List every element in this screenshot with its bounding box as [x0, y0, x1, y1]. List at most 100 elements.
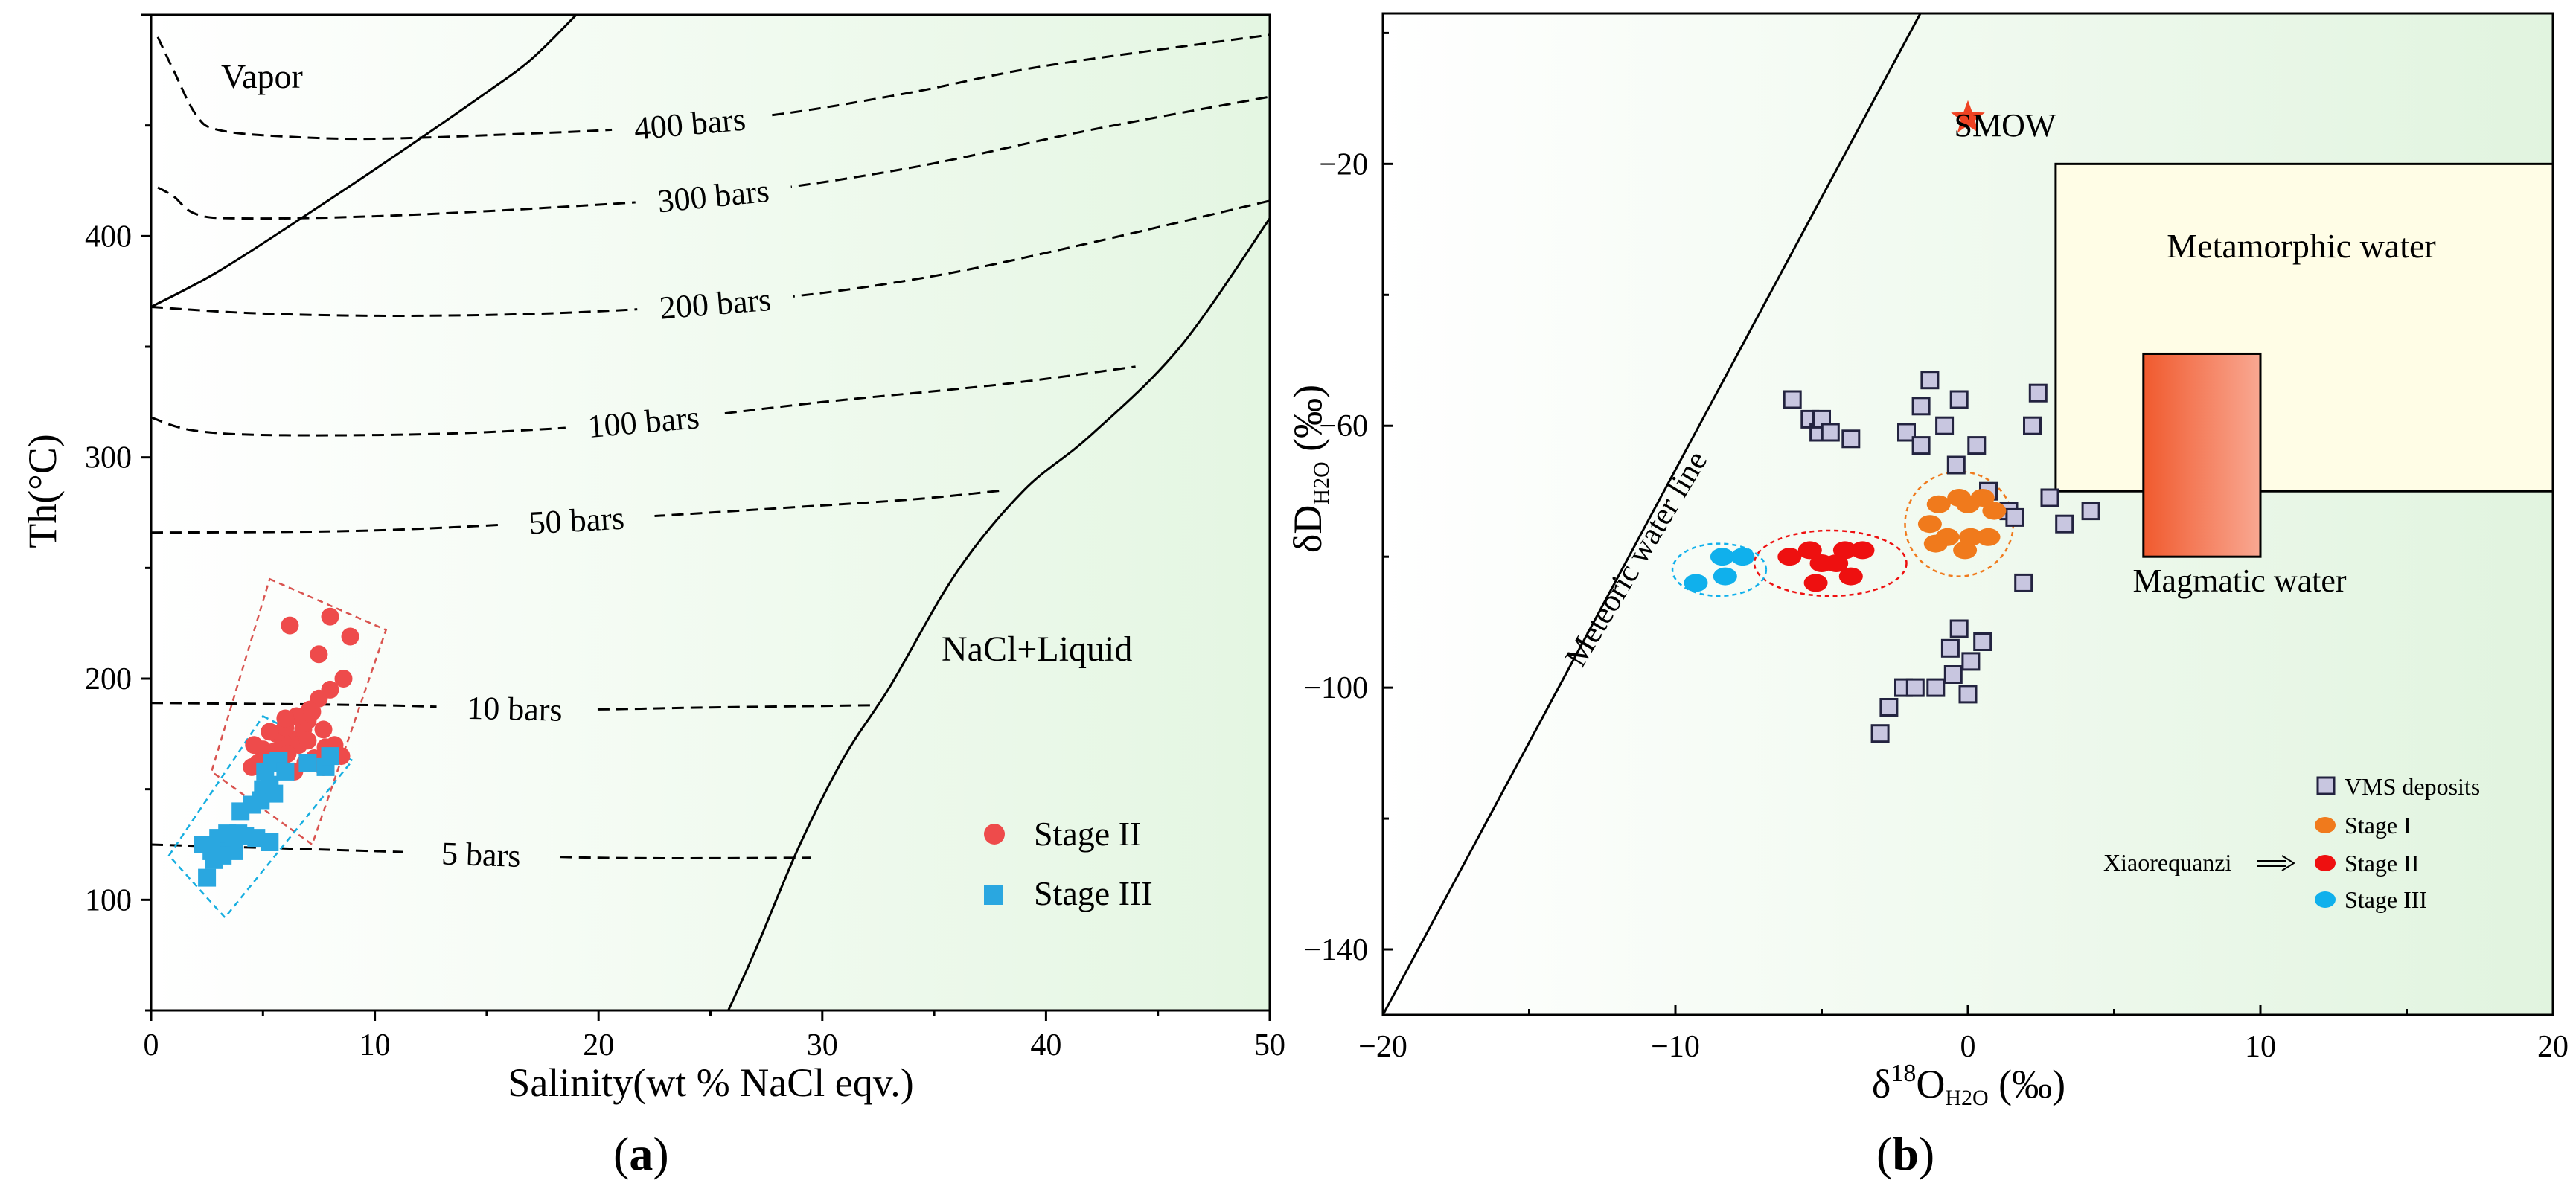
isobar-400-bars — [156, 33, 1270, 141]
legend-b-stage-iii-marker — [2315, 891, 2336, 908]
point-stage-iii — [1710, 548, 1734, 566]
point-stage-i — [1917, 515, 1942, 534]
metamorphic-water-box — [2054, 162, 2553, 493]
legend-a-stage-ii-marker — [984, 824, 1005, 845]
point-vms-deposits — [1911, 397, 1931, 416]
y-axis-label-b-unit: (‰) — [1285, 385, 1330, 452]
point-vms-deposits — [1841, 429, 1861, 449]
panel-a-label: (a) — [613, 1127, 669, 1180]
point-stage-ii — [1777, 548, 1802, 566]
x-tick-label-a: 30 — [807, 1028, 838, 1063]
point-vms-deposits — [1961, 652, 1981, 671]
field-stage-iii — [1671, 542, 1768, 598]
point-stage-iii — [298, 754, 317, 772]
point-stage-ii — [281, 616, 299, 635]
x-tick-label-b: −20 — [1358, 1030, 1407, 1064]
smow-star-icon — [1951, 100, 1985, 133]
point-stage-i — [1926, 495, 1951, 513]
isobar-200-bars-label: 200 bars — [658, 281, 773, 327]
y-axis-label-b-sub: H2O — [1309, 461, 1334, 504]
x-axis-label-b-space — [1989, 1062, 1999, 1106]
magmatic-water-box — [2142, 352, 2262, 558]
point-stage-ii — [1824, 554, 1849, 572]
field-stage-ii — [210, 577, 388, 847]
vapor-label: Vapor — [221, 57, 303, 95]
point-stage-ii — [1797, 541, 1822, 560]
isobar-10-bars-label: 10 bars — [467, 690, 563, 728]
point-stage-iii — [265, 784, 284, 803]
point-vms-deposits — [1949, 390, 1969, 409]
point-vms-deposits — [1940, 638, 1960, 658]
legend-b-group-arrow-icon — [2257, 855, 2295, 871]
x-axis-label-b-prefix: δ — [1872, 1062, 1891, 1106]
x-axis-label-b-sub: H2O — [1945, 1086, 1988, 1110]
legend-b-stage-i-marker — [2315, 817, 2336, 833]
x-axis-label-a: Salinity(wt % NaCl eqv.) — [508, 1060, 913, 1105]
x-tick-label-a: 0 — [144, 1028, 159, 1063]
x-tick-label-a: 20 — [583, 1028, 614, 1063]
point-vms-deposits — [1958, 685, 1978, 704]
point-vms-deposits — [1935, 416, 1955, 435]
legend-a-stage-iii-label: Stage III — [1034, 874, 1153, 912]
y-tick-label-b: −60 — [1319, 409, 1368, 443]
isobar-200-bars — [151, 199, 1270, 317]
x-axis-label-b-sup: 18 — [1891, 1060, 1916, 1087]
point-vms-deposits — [2005, 507, 2024, 527]
point-stage-iii — [198, 868, 217, 887]
point-vms-deposits — [2014, 573, 2033, 592]
legend-b: VMS deposits Stage I Stage II Stage III … — [2103, 773, 2480, 913]
point-vms-deposits — [1911, 436, 1931, 455]
legend-a-stage-iii-marker — [984, 885, 1003, 905]
isobar-300-bars — [157, 95, 1270, 220]
isobar-5-bars — [151, 843, 811, 859]
legend-b-stage-iii-label: Stage III — [2345, 886, 2427, 913]
y-tick-label-a: 400 — [85, 220, 132, 254]
magmatic-water-label: Magmatic water — [2132, 563, 2346, 599]
panel-a-letter: a — [629, 1127, 653, 1180]
isobar-10-bars — [151, 702, 879, 711]
point-stage-iii — [261, 833, 279, 851]
point-vms-deposits — [1949, 619, 1969, 638]
x-axis-label-b: δ18OH2O (‰) — [1872, 1060, 2065, 1110]
phase-boundary-halite-saturation — [727, 217, 1270, 1010]
point-stage-ii — [245, 736, 263, 755]
series-vms-deposits — [1783, 371, 2100, 743]
point-stage-ii — [261, 723, 279, 741]
x-tick-label-b: 0 — [1960, 1030, 1976, 1064]
point-vms-deposits — [1973, 632, 1992, 651]
point-stage-iii — [1684, 574, 1708, 592]
legend-b-vms-marker — [2316, 776, 2336, 795]
legend-b-stage-ii-marker — [2315, 855, 2336, 871]
legend-b-stage-ii-label: Stage II — [2345, 850, 2419, 877]
y-axis-label-b: δDH2O (‰) — [1285, 385, 1334, 553]
point-vms-deposits — [1897, 423, 1916, 442]
series-stage-ii — [1777, 541, 1875, 592]
panel-b-letter: b — [1892, 1127, 1919, 1180]
point-vms-deposits — [1926, 678, 1946, 697]
point-vms-deposits — [1783, 390, 1802, 409]
legend-b-vms-label: VMS deposits — [2345, 773, 2480, 800]
point-stage-ii — [341, 627, 359, 646]
y-tick-label-a: 300 — [85, 441, 132, 475]
legend-a-stage-ii-label: Stage II — [1034, 815, 1141, 853]
x-tick-label-a: 40 — [1030, 1028, 1061, 1063]
point-stage-ii — [276, 709, 295, 728]
y-tick-label-a: 100 — [85, 883, 132, 917]
metamorphic-water-label: Metamorphic water — [2167, 227, 2435, 265]
point-vms-deposits — [2081, 502, 2100, 521]
point-stage-ii — [1803, 574, 1828, 592]
plot-a-area — [151, 15, 1270, 1010]
point-stage-ii — [314, 720, 333, 739]
point-stage-ii — [303, 702, 322, 721]
x-axis-label-b-main: O — [1916, 1062, 1945, 1106]
y-axis-label-a: Th(°C) — [20, 434, 65, 548]
y-tick-label-b: −100 — [1303, 671, 1368, 705]
field-stage-ii — [1753, 529, 1908, 598]
point-vms-deposits — [1967, 436, 1987, 455]
point-stage-ii — [310, 645, 328, 664]
point-stage-i — [1976, 528, 2001, 546]
series-stage-i — [1917, 489, 2007, 560]
point-stage-ii — [298, 731, 317, 750]
y-axis-label-b-prefix: δD — [1285, 505, 1330, 553]
